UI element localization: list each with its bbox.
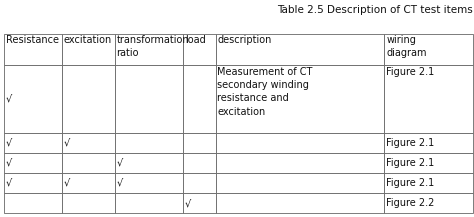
Bar <box>62 193 115 213</box>
Text: Figure 2.2: Figure 2.2 <box>386 198 435 208</box>
Bar <box>183 193 216 213</box>
Bar <box>183 173 216 193</box>
Text: √: √ <box>6 138 12 148</box>
Text: Figure 2.1: Figure 2.1 <box>386 178 435 188</box>
Text: √: √ <box>64 178 70 188</box>
Bar <box>384 133 473 153</box>
Bar <box>216 193 384 213</box>
Text: load: load <box>185 35 205 45</box>
Bar <box>62 133 115 153</box>
Bar <box>62 34 115 65</box>
Bar <box>4 193 62 213</box>
Bar <box>4 173 62 193</box>
Bar <box>115 193 183 213</box>
Bar <box>384 173 473 193</box>
Bar <box>384 153 473 173</box>
Bar <box>115 153 183 173</box>
Bar <box>384 193 473 213</box>
Bar <box>216 153 384 173</box>
Bar <box>4 153 62 173</box>
Text: √: √ <box>117 158 123 168</box>
Bar <box>115 173 183 193</box>
Bar <box>384 65 473 133</box>
Bar <box>115 34 183 65</box>
Bar <box>216 34 384 65</box>
Bar <box>4 65 62 133</box>
Bar <box>4 133 62 153</box>
Bar <box>183 153 216 173</box>
Text: √: √ <box>185 198 191 208</box>
Text: Table 2.5 Description of CT test items: Table 2.5 Description of CT test items <box>277 5 473 15</box>
Text: Figure 2.1: Figure 2.1 <box>386 138 435 148</box>
Text: √: √ <box>6 178 12 188</box>
Text: √: √ <box>6 158 12 168</box>
Text: transformation
ratio: transformation ratio <box>117 35 189 58</box>
Bar <box>115 133 183 153</box>
Text: wiring
diagram: wiring diagram <box>386 35 427 58</box>
Bar <box>115 65 183 133</box>
Text: √: √ <box>117 178 123 188</box>
Bar <box>62 173 115 193</box>
Bar <box>62 153 115 173</box>
Text: Measurement of CT
secondary winding
resistance and
excitation: Measurement of CT secondary winding resi… <box>218 67 313 117</box>
Text: Figure 2.1: Figure 2.1 <box>386 158 435 168</box>
Bar <box>216 65 384 133</box>
Bar <box>384 34 473 65</box>
Bar <box>183 65 216 133</box>
Text: description: description <box>218 35 272 45</box>
Bar <box>183 133 216 153</box>
Text: √: √ <box>64 138 70 148</box>
Text: Figure 2.1: Figure 2.1 <box>386 67 435 77</box>
Bar <box>62 65 115 133</box>
Text: Resistance: Resistance <box>6 35 59 45</box>
Bar <box>183 34 216 65</box>
Text: excitation: excitation <box>64 35 112 45</box>
Bar <box>216 173 384 193</box>
Bar <box>216 133 384 153</box>
Text: √: √ <box>6 94 12 104</box>
Bar <box>4 34 62 65</box>
